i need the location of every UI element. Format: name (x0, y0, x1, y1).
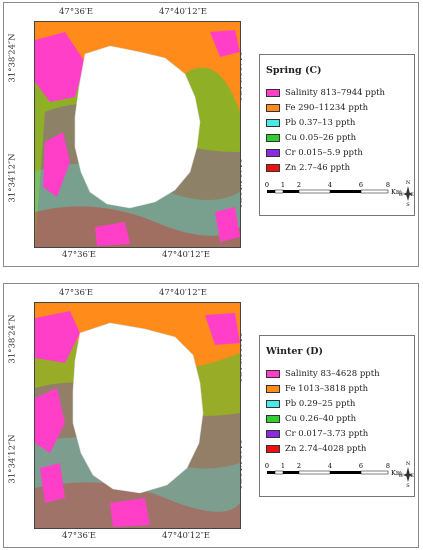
winter-classified-map (34, 302, 241, 529)
spring-cu-label: Cu 0.05–26 ppth (285, 133, 357, 143)
winter-legend-cu: Cu 0.26–40 ppth (266, 413, 356, 425)
cu-swatch (266, 134, 280, 142)
svg-text:W: W (398, 473, 404, 479)
bottom-right-longitude: 47°40′12″E (162, 531, 211, 541)
winter-scale-bar: 0 1 2 4 6 8 Km N S W E (265, 461, 414, 489)
spring-scale-bar: 0 1 2 4 6 8 Km N S W E (265, 180, 414, 208)
winter-pb-label: Pb 0.29–25 ppth (285, 399, 356, 409)
top-left-longitude: 47°36′E (59, 288, 94, 298)
zn-swatch (266, 445, 280, 453)
salinity-swatch (266, 89, 280, 97)
spring-legend-fe: Fe 290–11234 ppth (266, 102, 368, 114)
winter-cu-label: Cu 0.26–40 ppth (285, 414, 357, 424)
scale-tick-4: 6 (359, 462, 363, 470)
scale-tick-0: 0 (265, 462, 269, 470)
scale-tick-4: 6 (359, 181, 363, 189)
scale-tick-5: 8 (386, 462, 390, 470)
winter-lake (72, 322, 204, 494)
svg-text:N: N (406, 461, 411, 467)
winter-legend-salinity: Salinity 83–4628 ppth (266, 368, 380, 380)
spring-legend-title: Spring (C) (266, 65, 322, 76)
scale-tick-5: 8 (386, 181, 390, 189)
scale-unit: Km (391, 469, 402, 477)
svg-text:S: S (406, 483, 410, 489)
svg-text:N: N (406, 180, 411, 186)
winter-salinity-label: Salinity 83–4628 ppth (285, 369, 380, 379)
winter-fe-label: Fe 1013–3818 ppth (285, 384, 369, 394)
fe-swatch (266, 385, 280, 393)
bottom-left-longitude: 47°36′E (62, 250, 97, 260)
left-upper-latitude: 31°38′24″N (7, 314, 18, 364)
left-lower-latitude: 31°34′12″N (7, 153, 18, 203)
zn-swatch (266, 164, 280, 172)
cr-swatch (266, 430, 280, 438)
cr-swatch (266, 149, 280, 157)
spring-classified-map (34, 21, 241, 248)
bottom-right-longitude: 47°40′12″E (162, 250, 211, 260)
bottom-left-longitude: 47°36′E (62, 531, 97, 541)
svg-text:E: E (410, 473, 414, 479)
spring-legend-cu: Cu 0.05–26 ppth (266, 132, 356, 144)
scale-tick-3: 4 (328, 462, 332, 470)
spring-salinity-label: Salinity 813–7944 ppth (285, 88, 386, 98)
winter-zn-label: Zn 2.74–4028 ppth (285, 444, 367, 454)
winter-legend-pb: Pb 0.29–25 ppth (266, 398, 355, 410)
winter-cr-label: Cr 0.017–3.73 ppth (285, 429, 369, 439)
spring-pb-label: Pb 0.37–13 ppth (285, 118, 356, 128)
pb-swatch (266, 400, 280, 408)
spring-map-panel: 47°36′E 47°40′12″E 47°36′E 47°40′12″E 31… (3, 2, 419, 267)
spring-lake (74, 45, 201, 209)
spring-legend-zn: Zn 2.7–46 ppth (266, 162, 350, 174)
spring-fe-label: Fe 290–11234 ppth (285, 103, 369, 113)
left-upper-latitude: 31°38′24″N (7, 33, 18, 83)
compass-rose-icon: N S W E (398, 461, 414, 489)
winter-legend: Winter (D) Salinity 83–4628 ppth Fe 1013… (259, 335, 415, 497)
svg-text:W: W (398, 192, 404, 198)
winter-legend-title: Winter (D) (266, 346, 323, 357)
winter-legend-fe: Fe 1013–3818 ppth (266, 383, 368, 395)
winter-legend-zn: Zn 2.74–4028 ppth (266, 443, 366, 455)
spring-legend: Spring (C) Salinity 813–7944 ppth Fe 290… (259, 54, 415, 216)
winter-salinity-patches (35, 311, 240, 527)
scale-tick-3: 4 (328, 181, 332, 189)
scale-unit: Km (391, 188, 402, 196)
winter-legend-cr: Cr 0.017–3.73 ppth (266, 428, 368, 440)
scale-tick-2: 2 (297, 181, 301, 189)
scale-tick-2: 2 (297, 462, 301, 470)
top-left-longitude: 47°36′E (59, 7, 94, 17)
scale-tick-1: 1 (281, 181, 285, 189)
salinity-swatch (266, 370, 280, 378)
spring-cr-label: Cr 0.015–5.9 ppth (285, 148, 363, 158)
svg-text:S: S (406, 202, 410, 208)
scale-tick-1: 1 (281, 462, 285, 470)
top-right-longitude: 47°40′12″E (159, 7, 208, 17)
fe-swatch (266, 104, 280, 112)
winter-map-panel: 47°36′E 47°40′12″E 47°36′E 47°40′12″E 31… (3, 283, 419, 548)
spring-legend-cr: Cr 0.015–5.9 ppth (266, 147, 363, 159)
spring-legend-salinity: Salinity 813–7944 ppth (266, 87, 385, 99)
compass-rose-icon: N S W E (398, 180, 414, 208)
svg-text:E: E (410, 192, 414, 198)
left-lower-latitude: 31°34′12″N (7, 434, 18, 484)
spring-salinity-patches (35, 30, 240, 246)
top-right-longitude: 47°40′12″E (159, 288, 208, 298)
spring-legend-pb: Pb 0.37–13 ppth (266, 117, 355, 129)
scale-tick-0: 0 (265, 181, 269, 189)
pb-swatch (266, 119, 280, 127)
spring-zn-label: Zn 2.7–46 ppth (285, 163, 351, 173)
cu-swatch (266, 415, 280, 423)
